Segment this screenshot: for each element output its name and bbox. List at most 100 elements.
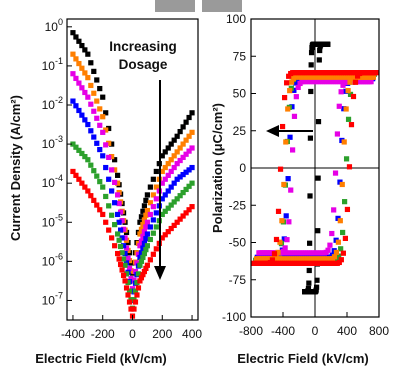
left-data-point — [120, 272, 127, 279]
right-data-point — [308, 62, 314, 68]
left-data-point — [70, 51, 76, 57]
right-x-axis-label: Electric Field (kV/cm) — [237, 351, 369, 366]
left-data-point — [140, 254, 146, 261]
left-data-point — [100, 114, 106, 120]
left-data-point — [73, 34, 79, 40]
left-data-point — [103, 110, 109, 116]
left-data-point — [103, 127, 109, 133]
right-data-point — [327, 242, 333, 248]
left-y-tick-exponent: -3 — [55, 134, 63, 144]
right-data-point — [293, 94, 299, 100]
right-data-point — [329, 230, 335, 237]
right-data-point — [288, 187, 294, 193]
right-data-point — [313, 287, 319, 293]
left-data-point — [143, 265, 149, 271]
right-data-point — [342, 199, 348, 205]
right-data-point — [290, 76, 297, 82]
right-x-tick-label: -800 — [239, 324, 263, 338]
right-data-point — [338, 89, 344, 95]
right-data-point — [307, 135, 313, 141]
left-data-point — [117, 209, 124, 215]
left-data-point — [88, 193, 94, 199]
left-data-point — [112, 243, 118, 249]
left-data-point — [147, 224, 153, 230]
right-data-point — [340, 82, 346, 88]
left-data-point — [82, 184, 88, 190]
left-data-point — [159, 196, 165, 202]
right-data-point — [346, 164, 353, 170]
right-data-point — [352, 79, 359, 85]
left-x-tick-label: 0 — [129, 327, 136, 341]
left-data-point — [159, 180, 165, 186]
left-data-point — [189, 145, 195, 151]
left-y-tick-base: 10 — [42, 254, 56, 268]
left-data-point — [88, 82, 94, 89]
left-data-point — [122, 250, 128, 257]
right-data-point — [281, 181, 287, 188]
right-data-point — [279, 218, 285, 224]
left-y-tick-label: 10-6 — [42, 251, 63, 268]
left-data-point — [79, 85, 85, 91]
left-annotation-line2: Dosage — [119, 57, 168, 72]
left-data-point — [147, 184, 153, 190]
left-data-point — [140, 272, 146, 278]
left-data-point — [103, 164, 109, 171]
left-data-point — [135, 271, 142, 277]
left-data-point — [112, 179, 118, 185]
left-data-point — [73, 75, 79, 82]
left-data-point — [117, 243, 124, 250]
left-data-point — [97, 85, 103, 92]
left-data-point — [159, 153, 165, 159]
left-data-point — [174, 161, 180, 167]
left-data-point — [126, 265, 133, 271]
left-x-tick-label: 400 — [182, 327, 202, 341]
left-data-point — [100, 211, 106, 218]
left-data-point — [186, 207, 192, 213]
right-data-point — [285, 106, 291, 112]
left-data-point — [137, 278, 143, 284]
left-data-point — [73, 144, 79, 150]
left-data-point — [189, 110, 195, 116]
left-data-point — [103, 193, 109, 200]
left-data-point — [177, 157, 183, 164]
left-data-point — [109, 212, 115, 218]
left-data-point — [94, 173, 100, 179]
right-data-point — [287, 134, 293, 140]
left-data-point — [79, 180, 85, 186]
left-data-point — [122, 278, 128, 284]
left-data-point — [120, 243, 127, 249]
left-data-point — [116, 200, 122, 207]
right-data-point — [289, 104, 295, 110]
left-data-point — [141, 250, 148, 257]
left-data-point — [143, 236, 149, 242]
right-data-point — [337, 218, 343, 224]
right-x-tick-label: 0 — [312, 324, 319, 338]
left-data-point — [186, 148, 192, 154]
left-data-point — [165, 145, 171, 151]
left-data-point — [183, 151, 189, 157]
left-data-point — [97, 122, 103, 128]
right-data-point — [284, 237, 290, 243]
left-data-point — [123, 285, 130, 291]
left-data-point — [180, 213, 186, 219]
right-data-point — [338, 246, 344, 252]
left-data-point — [79, 112, 85, 118]
left-data-point — [168, 202, 174, 208]
right-data-point — [306, 280, 312, 286]
left-data-point — [88, 128, 94, 134]
left-data-point — [85, 188, 91, 194]
left-data-point — [171, 222, 177, 228]
right-x-tick-label: 800 — [369, 324, 389, 338]
left-y-tick-label: 10-7 — [42, 290, 63, 307]
left-data-point — [168, 168, 174, 175]
right-data-point — [368, 78, 374, 85]
left-data-point — [165, 205, 171, 211]
right-data-point — [291, 113, 298, 119]
left-y-tick-exponent: -7 — [55, 290, 63, 300]
left-y-tick-exponent: -4 — [55, 173, 63, 183]
left-data-point — [76, 107, 82, 114]
left-data-point — [138, 258, 145, 264]
left-data-point — [94, 202, 100, 208]
left-data-point — [94, 140, 100, 146]
left-data-point — [150, 230, 156, 236]
